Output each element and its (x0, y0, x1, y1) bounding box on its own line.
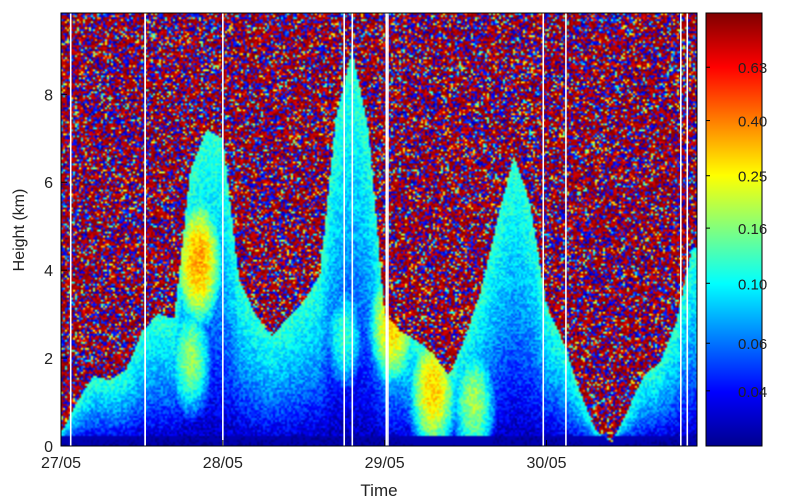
colorbar-tick-label: 0.04 (738, 384, 767, 401)
plot-area (60, 12, 698, 447)
colorbar-ticks: 0.04 0.06 0.10 0.16 0.25 0.40 0.63 (706, 60, 767, 401)
heatmap-image (61, 13, 697, 446)
colorbar-tick-label: 0.63 (738, 60, 767, 77)
x-tick-label: 29/05 (365, 455, 405, 472)
y-axis: 0 2 4 6 8 (44, 87, 67, 456)
x-tick-label: 27/05 (41, 455, 81, 472)
y-tick-label: 0 (44, 439, 53, 456)
y-tick-label: 8 (44, 87, 53, 104)
y-tick-label: 6 (44, 175, 53, 192)
colorbar-tick-label: 0.25 (738, 169, 767, 186)
colorbar-tick-label: 0.16 (738, 221, 767, 238)
data-gap-lines (69, 13, 689, 446)
colorbar-tick-label: 0.40 (738, 114, 767, 131)
x-axis: 27/05 28/05 29/05 30/05 (41, 440, 567, 472)
y-axis-label: Height (km) (11, 189, 28, 272)
y-tick-label: 2 (44, 351, 53, 368)
colorbar-tick-label: 0.06 (738, 336, 767, 353)
x-tick-label: 28/05 (203, 455, 243, 472)
colorbar: 0.04 0.06 0.10 0.16 0.25 0.40 0.63 (705, 12, 767, 447)
colorbar-tick-label: 0.10 (738, 276, 767, 293)
y-tick-label: 4 (44, 263, 53, 280)
plot-frame (60, 12, 698, 447)
x-axis-label: Time (360, 481, 397, 500)
x-tick-label: 30/05 (526, 455, 566, 472)
colorbar-gradient (705, 12, 763, 447)
